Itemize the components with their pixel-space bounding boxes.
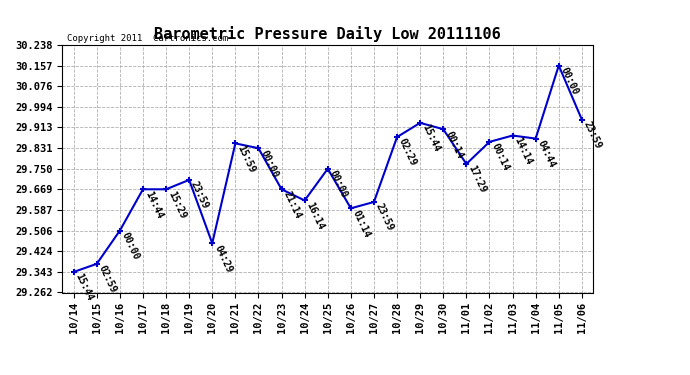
Text: 04:29: 04:29 xyxy=(213,243,234,274)
Text: 00:00: 00:00 xyxy=(328,169,349,200)
Text: 02:29: 02:29 xyxy=(397,137,419,168)
Text: 15:44: 15:44 xyxy=(74,272,95,303)
Text: 00:00: 00:00 xyxy=(259,148,280,179)
Text: 17:29: 17:29 xyxy=(466,164,488,195)
Title: Barometric Pressure Daily Low 20111106: Barometric Pressure Daily Low 20111106 xyxy=(155,27,501,42)
Text: 23:59: 23:59 xyxy=(189,180,210,211)
Text: 21:14: 21:14 xyxy=(282,189,303,220)
Text: 15:29: 15:29 xyxy=(166,189,188,220)
Text: 04:44: 04:44 xyxy=(535,139,557,170)
Text: 00:14: 00:14 xyxy=(489,142,511,173)
Text: 14:14: 14:14 xyxy=(513,135,534,166)
Text: Copyright 2011  Cartronics.com: Copyright 2011 Cartronics.com xyxy=(68,33,228,42)
Text: 23:59: 23:59 xyxy=(374,202,395,233)
Text: 01:14: 01:14 xyxy=(351,208,373,239)
Text: 00:00: 00:00 xyxy=(559,66,580,96)
Text: 02:59: 02:59 xyxy=(97,264,118,295)
Text: 15:59: 15:59 xyxy=(235,143,257,174)
Text: 23:59: 23:59 xyxy=(582,120,603,150)
Text: 14:44: 14:44 xyxy=(143,189,164,220)
Text: 15:44: 15:44 xyxy=(420,123,442,154)
Text: 00:14: 00:14 xyxy=(443,129,465,160)
Text: 16:14: 16:14 xyxy=(305,201,326,231)
Text: 00:00: 00:00 xyxy=(120,231,141,261)
